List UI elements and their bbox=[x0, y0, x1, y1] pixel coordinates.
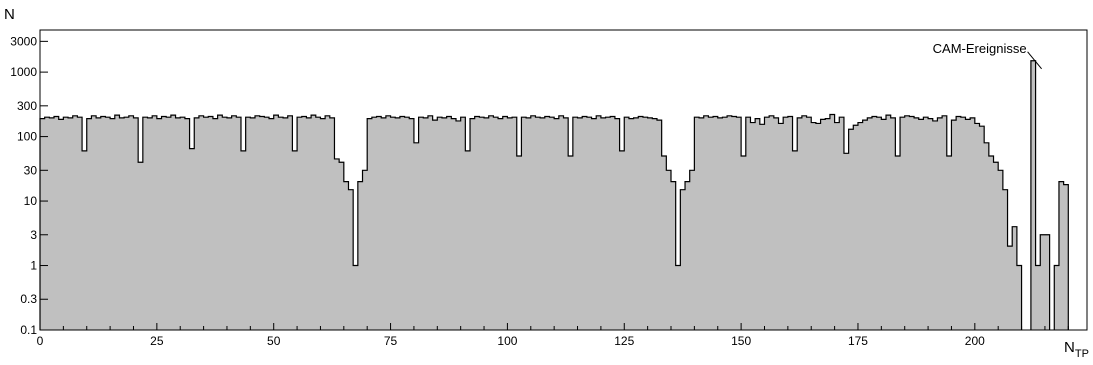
x-tick-label: 200 bbox=[965, 334, 985, 348]
x-tick-label: 25 bbox=[150, 334, 164, 348]
y-tick-label: 0.1 bbox=[20, 323, 37, 337]
histogram-outline bbox=[39, 60, 1069, 330]
y-tick-label: 3000 bbox=[10, 34, 37, 48]
histogram-fill bbox=[40, 60, 1069, 330]
x-tick-label: 50 bbox=[267, 334, 281, 348]
y-tick-label: 30 bbox=[24, 163, 38, 177]
y-tick-label: 1000 bbox=[10, 65, 37, 79]
plot-frame bbox=[39, 29, 1088, 331]
x-axis-title: NTP bbox=[1064, 339, 1089, 360]
y-tick-label: 3 bbox=[30, 228, 37, 242]
x-tick-label: 150 bbox=[731, 334, 751, 348]
x-axis-title-subscript: TP bbox=[1075, 348, 1089, 360]
x-tick-label: 125 bbox=[614, 334, 634, 348]
x-tick-label: 0 bbox=[37, 334, 44, 348]
x-tick-label: 75 bbox=[384, 334, 398, 348]
x-axis: 0 25 50 75 100 125 150 175 200 bbox=[37, 323, 1069, 348]
y-tick-label: 0.3 bbox=[20, 292, 37, 306]
y-axis: 0.1 0.3 1 3 10 30 100 300 1000 3000 bbox=[10, 34, 48, 337]
x-axis-title-main: N bbox=[1064, 339, 1075, 356]
annotation-cam-events: CAM-Ereignisse bbox=[933, 41, 1027, 56]
annotation-pointer bbox=[1027, 51, 1042, 70]
y-tick-label: 1 bbox=[30, 259, 37, 273]
y-tick-label: 100 bbox=[17, 130, 37, 144]
y-axis-title: N bbox=[4, 6, 15, 23]
y-tick-label: 10 bbox=[24, 194, 38, 208]
x-tick-label: 100 bbox=[497, 334, 517, 348]
plot-area bbox=[39, 29, 1088, 331]
y-tick-label: 300 bbox=[17, 99, 37, 113]
x-tick-label: 175 bbox=[848, 334, 868, 348]
